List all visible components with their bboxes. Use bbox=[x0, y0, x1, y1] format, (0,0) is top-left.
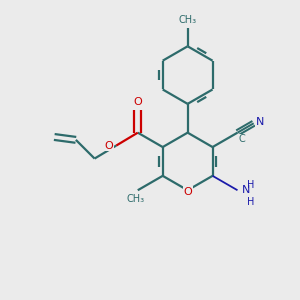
Text: C: C bbox=[238, 134, 245, 144]
Text: CH₃: CH₃ bbox=[126, 194, 144, 205]
Text: O: O bbox=[134, 97, 142, 107]
Text: CH₃: CH₃ bbox=[178, 15, 197, 25]
Text: N: N bbox=[256, 117, 264, 127]
Text: O: O bbox=[183, 187, 192, 197]
Text: N: N bbox=[242, 185, 250, 195]
Text: H: H bbox=[247, 180, 254, 190]
Text: O: O bbox=[105, 141, 113, 151]
Text: H: H bbox=[247, 197, 254, 207]
